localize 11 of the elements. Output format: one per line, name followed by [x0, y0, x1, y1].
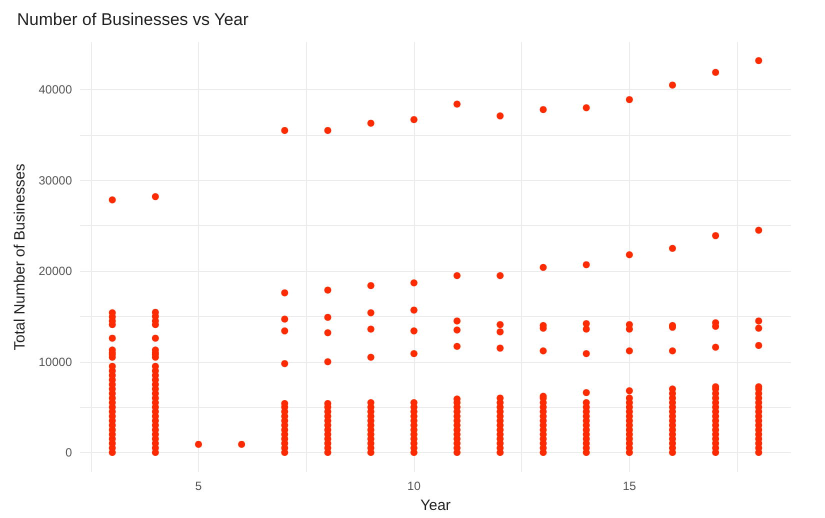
x-tick-label: 5 [195, 479, 202, 493]
y-axis-title: Total Number of Businesses [12, 164, 29, 350]
x-tick-label: 10 [407, 479, 421, 493]
y-tick-label: 30000 [38, 173, 72, 188]
x-axis-title: Year [420, 497, 451, 514]
y-tick-label: 20000 [38, 264, 72, 278]
chart-title: Number of Businesses vs Year [17, 10, 249, 29]
y-tick-label: 10000 [38, 354, 72, 369]
y-tick-label: 0 [65, 445, 72, 460]
y-tick-label: 40000 [38, 82, 72, 97]
x-tick-label: 15 [622, 479, 636, 493]
